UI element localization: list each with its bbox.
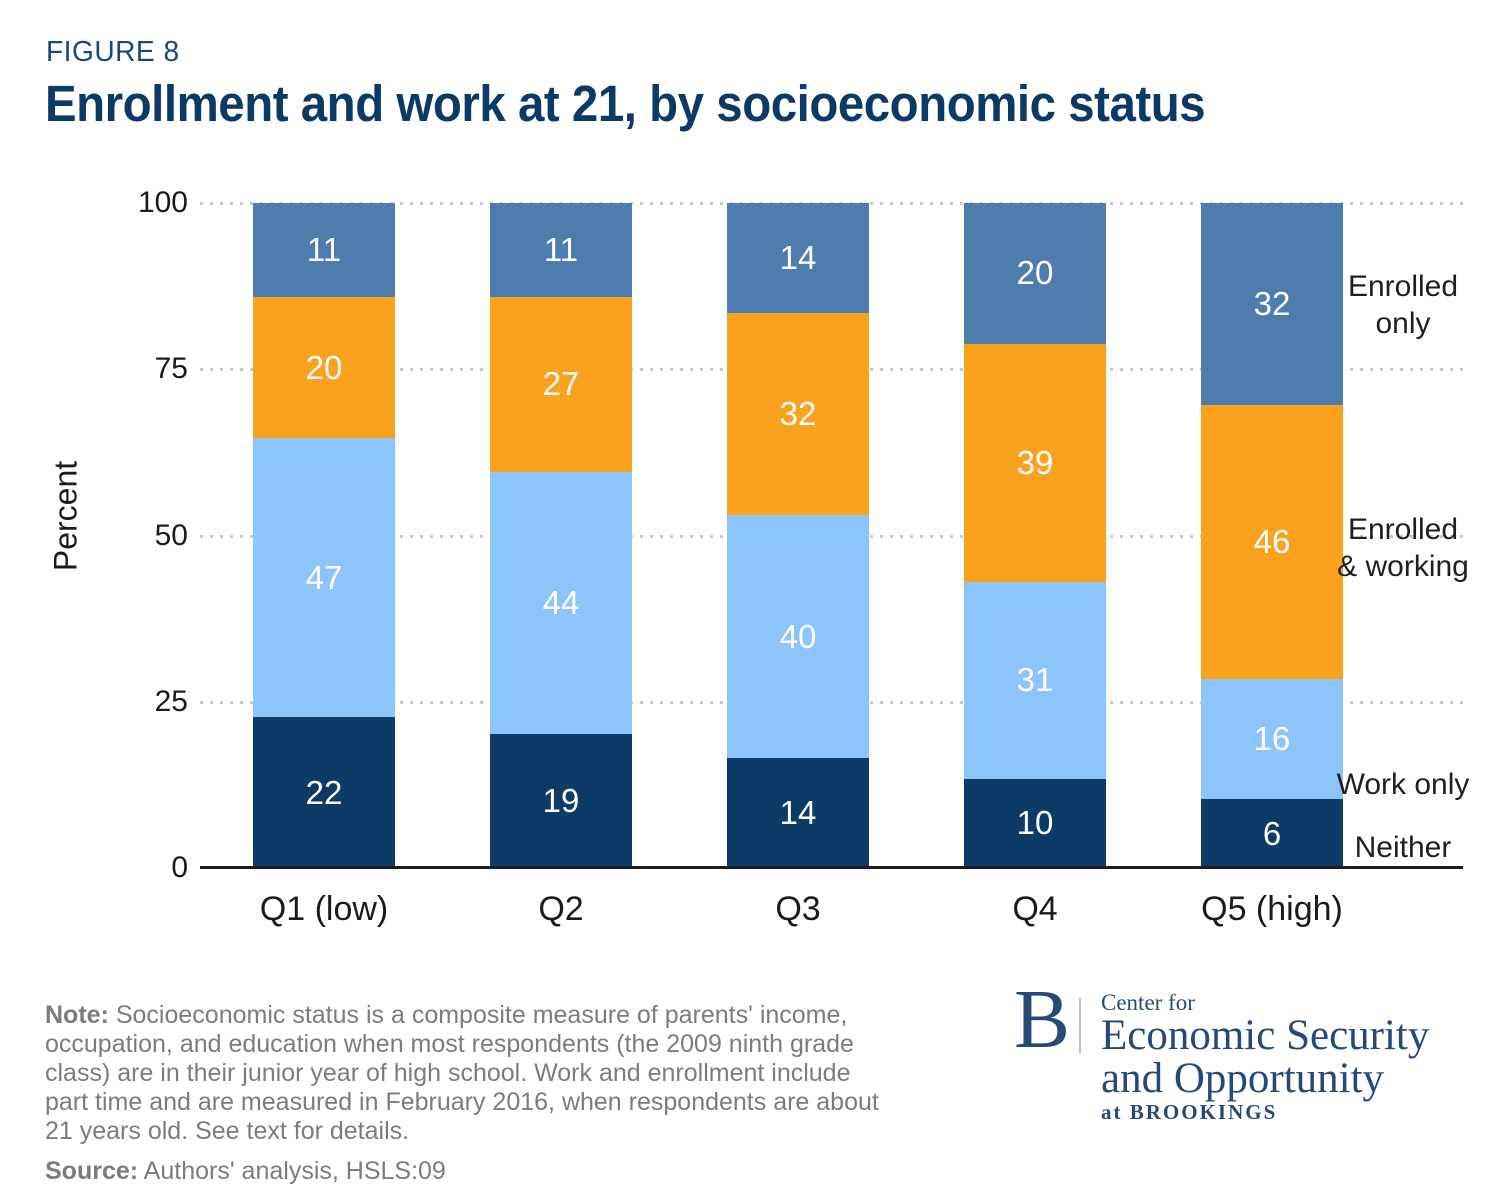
y-tick-label-50: 50 bbox=[154, 518, 188, 552]
source-label: Source: bbox=[45, 1157, 139, 1185]
bar-value-label: 27 bbox=[542, 365, 580, 403]
bar-value-label: 16 bbox=[1253, 720, 1291, 758]
logo-at-brookings: at BROOKINGS bbox=[1101, 1100, 1278, 1124]
chart-title: Enrollment and work at 21, by socioecono… bbox=[45, 75, 1206, 132]
bar-value-label: 32 bbox=[779, 394, 817, 432]
legend-label-enrolled-and-working: Enrolled & working bbox=[1337, 513, 1469, 583]
figure-label: FIGURE 8 bbox=[46, 36, 180, 68]
x-category-label-4: Q4 bbox=[1012, 890, 1058, 928]
legend-label-neither: Neither bbox=[1354, 831, 1452, 864]
bar-segment-neither: 22 bbox=[253, 717, 395, 868]
bar-value-label: 44 bbox=[542, 583, 580, 621]
bar-value-label: 46 bbox=[1253, 523, 1291, 561]
bar-value-label: 11 bbox=[306, 231, 342, 269]
bar-group-q1-low-: 11 20 47 22 bbox=[253, 203, 395, 868]
bar-value-label: 19 bbox=[542, 781, 580, 819]
bar-segment-enrolled-working: 20 bbox=[253, 297, 395, 439]
bar-segment-enrolled-only: 14 bbox=[727, 203, 869, 313]
y-axis-label: Percent bbox=[47, 460, 84, 572]
bar-segment-enrolled-only: 32 bbox=[1201, 203, 1343, 406]
bar-segment-work-only: 40 bbox=[727, 514, 869, 759]
bar-segment-work-only: 44 bbox=[490, 472, 632, 734]
brookings-logo-b: B bbox=[1014, 973, 1071, 1066]
bar-segment-work-only: 31 bbox=[964, 581, 1106, 779]
bar-segment-enrolled-only: 20 bbox=[964, 203, 1106, 344]
bar-value-label: 40 bbox=[779, 617, 817, 655]
y-tick-label-0: 0 bbox=[171, 851, 188, 884]
bar-value-label: 31 bbox=[1016, 661, 1054, 699]
bar-group-q3: 14 32 40 14 bbox=[727, 203, 869, 868]
bar-segment-neither: 19 bbox=[490, 733, 632, 868]
bar-group-q2: 11 27 44 19 bbox=[490, 203, 632, 868]
bar-segment-enrolled-working: 32 bbox=[727, 312, 869, 515]
bar-segment-work-only: 16 bbox=[1201, 679, 1343, 800]
bar-value-label: 20 bbox=[1016, 254, 1054, 292]
bar-value-label: 39 bbox=[1016, 443, 1054, 481]
x-category-label-5: Q5 (high) bbox=[1201, 890, 1343, 928]
x-category-label-2: Q2 bbox=[538, 890, 584, 928]
legend-label-work-only: Work only bbox=[1336, 768, 1470, 801]
bar-segment-enrolled-only: 11 bbox=[253, 203, 395, 298]
y-tick-label-100: 100 bbox=[137, 186, 188, 219]
logo-divider bbox=[1079, 998, 1081, 1054]
logo-and-opportunity: and Opportunity bbox=[1101, 1055, 1385, 1102]
bar-segment-neither: 10 bbox=[964, 778, 1106, 868]
x-category-label-3: Q3 bbox=[775, 890, 821, 928]
bar-segment-enrolled-working: 27 bbox=[490, 296, 632, 473]
source-text: Source: Authors' analysis, HSLS:09 bbox=[45, 1157, 446, 1185]
bar-value-label: 32 bbox=[1253, 285, 1291, 323]
bar-value-label: 47 bbox=[305, 558, 343, 596]
bar-value-label: 20 bbox=[305, 348, 343, 386]
bar-value-label: 22 bbox=[305, 773, 343, 811]
y-tick-label-75: 75 bbox=[154, 352, 188, 386]
note-label: Note: bbox=[45, 1001, 109, 1029]
bar-segment-neither: 14 bbox=[727, 758, 869, 868]
bar-value-label: 6 bbox=[1262, 814, 1282, 852]
logo-economic-security: Economic Security bbox=[1101, 1012, 1430, 1059]
bar-value-label: 11 bbox=[543, 230, 579, 268]
y-tick-label-25: 25 bbox=[154, 684, 188, 718]
bar-segment-enrolled-working: 39 bbox=[964, 343, 1106, 582]
x-category-label-1: Q1 (low) bbox=[259, 890, 389, 928]
bar-value-label: 14 bbox=[779, 238, 817, 276]
logo-center-for: Center for bbox=[1101, 990, 1195, 1015]
bar-group-q5-high-: 32 46 16 6 bbox=[1201, 203, 1343, 868]
note-text: Note: Socioeconomic status is a composit… bbox=[45, 1001, 879, 1145]
x-axis-line bbox=[200, 866, 1463, 869]
legend-label-enrolled-only: Enrolled only bbox=[1347, 270, 1459, 340]
bar-segment-work-only: 47 bbox=[253, 438, 395, 718]
bar-group-q4: 20 39 31 10 bbox=[964, 203, 1106, 868]
bar-segment-enrolled-only: 11 bbox=[490, 203, 632, 297]
bar-segment-neither: 6 bbox=[1201, 799, 1343, 868]
bar-value-label: 10 bbox=[1016, 804, 1054, 842]
bar-segment-enrolled-working: 46 bbox=[1201, 405, 1343, 680]
bar-value-label: 14 bbox=[779, 794, 817, 832]
